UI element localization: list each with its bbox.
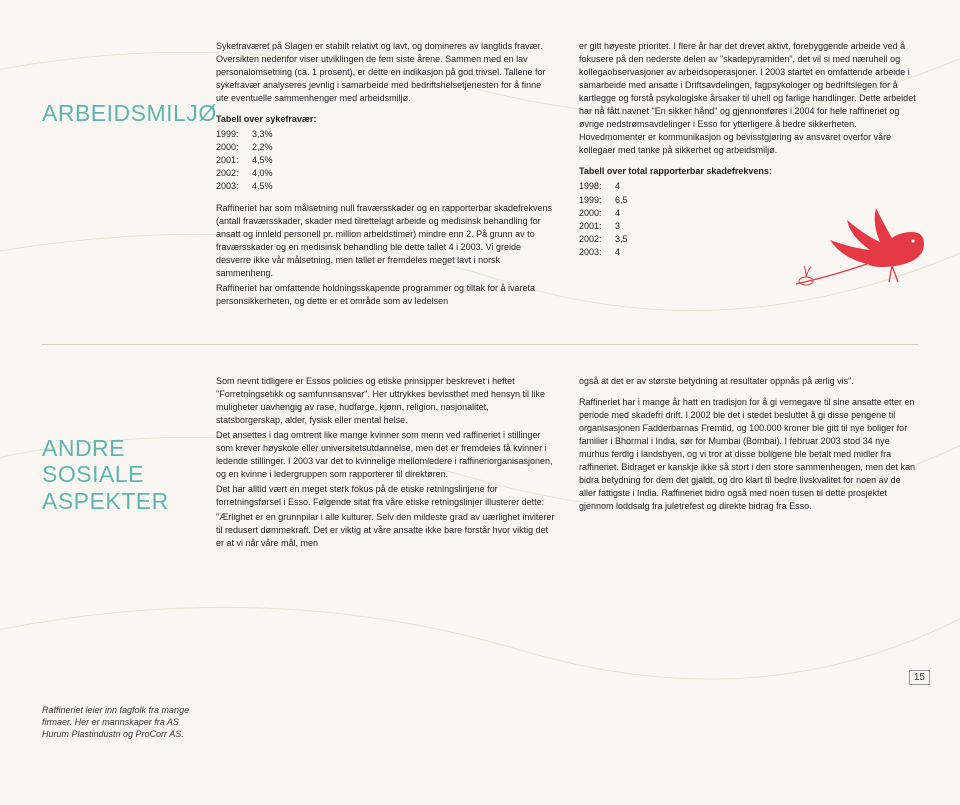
paragraph: Som nevnt tidligere er Essos policies og… bbox=[216, 375, 555, 427]
paragraph: Raffineriet har i mange år hatt en tradi… bbox=[579, 396, 918, 513]
table-row: 1999:3,3% bbox=[216, 128, 555, 141]
year-cell: 2001: bbox=[579, 220, 615, 233]
section-label: ANDRE SOSIALE ASPEKTER Raffineriet leier… bbox=[42, 375, 192, 741]
year-cell: 1998: bbox=[579, 180, 615, 193]
value-cell: 3,5 bbox=[615, 233, 628, 246]
value-cell: 4,5% bbox=[252, 180, 273, 193]
value-cell: 4 bbox=[615, 180, 620, 193]
paragraph: Raffineriet har som målsetning null frav… bbox=[216, 202, 555, 280]
section-divider bbox=[42, 344, 918, 345]
paragraph: Raffineriet har omfattende holdningsskap… bbox=[216, 282, 555, 308]
value-cell: 4 bbox=[615, 207, 620, 220]
year-cell: 2002: bbox=[579, 233, 615, 246]
sykefravaer-table: 1999:3,3%2000:2,2%2001:4,5%2002:4,0%2003… bbox=[216, 128, 555, 193]
value-cell: 6,5 bbox=[615, 194, 628, 207]
value-cell: 2,2% bbox=[252, 141, 273, 154]
page-number: 15 bbox=[909, 670, 930, 685]
value-cell: 3 bbox=[615, 220, 620, 233]
table-row: 2001:4,5% bbox=[216, 154, 555, 167]
year-cell: 2003: bbox=[216, 180, 252, 193]
section-label: ARBEIDSMILJØ bbox=[42, 40, 192, 310]
section-subnote: Raffineriet leier inn fagfolk fra mange … bbox=[42, 704, 192, 740]
value-cell: 4,0% bbox=[252, 167, 273, 180]
bird-icon bbox=[792, 184, 932, 294]
value-cell: 3,3% bbox=[252, 128, 273, 141]
column-1: Sykefraværet på Slagen er stabilt relati… bbox=[216, 40, 555, 310]
year-cell: 2002: bbox=[216, 167, 252, 180]
section-heading: ANDRE SOSIALE ASPEKTER bbox=[42, 435, 192, 514]
table-heading: Tabell over total rapporterbar skadefrek… bbox=[579, 165, 918, 178]
column-2: også at det er av største betydning at r… bbox=[579, 375, 918, 741]
paragraph: Det ansettes i dag omtrent like mange kv… bbox=[216, 429, 555, 481]
value-cell: 4,5% bbox=[252, 154, 273, 167]
year-cell: 1999: bbox=[216, 128, 252, 141]
section-andre-sosiale: ANDRE SOSIALE ASPEKTER Raffineriet leier… bbox=[42, 375, 918, 741]
paragraph: "Ærlighet er en grunnpilar i alle kultur… bbox=[216, 511, 555, 550]
section-arbeidsmiljo: ARBEIDSMILJØ Sykefraværet på Slagen er s… bbox=[42, 40, 918, 310]
table-row: 2002:4,0% bbox=[216, 167, 555, 180]
column-1: Som nevnt tidligere er Essos policies og… bbox=[216, 375, 555, 741]
paragraph: Det har alltid vært en meget sterk fokus… bbox=[216, 483, 555, 509]
value-cell: 4 bbox=[615, 246, 620, 259]
paragraph: Sykefraværet på Slagen er stabilt relati… bbox=[216, 40, 555, 105]
section-heading: ARBEIDSMILJØ bbox=[42, 100, 192, 126]
year-cell: 1999: bbox=[579, 194, 615, 207]
year-cell: 2003: bbox=[579, 246, 615, 259]
table-row: 2000:2,2% bbox=[216, 141, 555, 154]
year-cell: 2000: bbox=[216, 141, 252, 154]
paragraph: også at det er av største betydning at r… bbox=[579, 375, 918, 388]
table-heading: Tabell over sykefravær: bbox=[216, 113, 555, 126]
year-cell: 2001: bbox=[216, 154, 252, 167]
table-row: 2003:4,5% bbox=[216, 180, 555, 193]
year-cell: 2000: bbox=[579, 207, 615, 220]
paragraph: er gitt høyeste prioritet. I flere år ha… bbox=[579, 40, 918, 157]
